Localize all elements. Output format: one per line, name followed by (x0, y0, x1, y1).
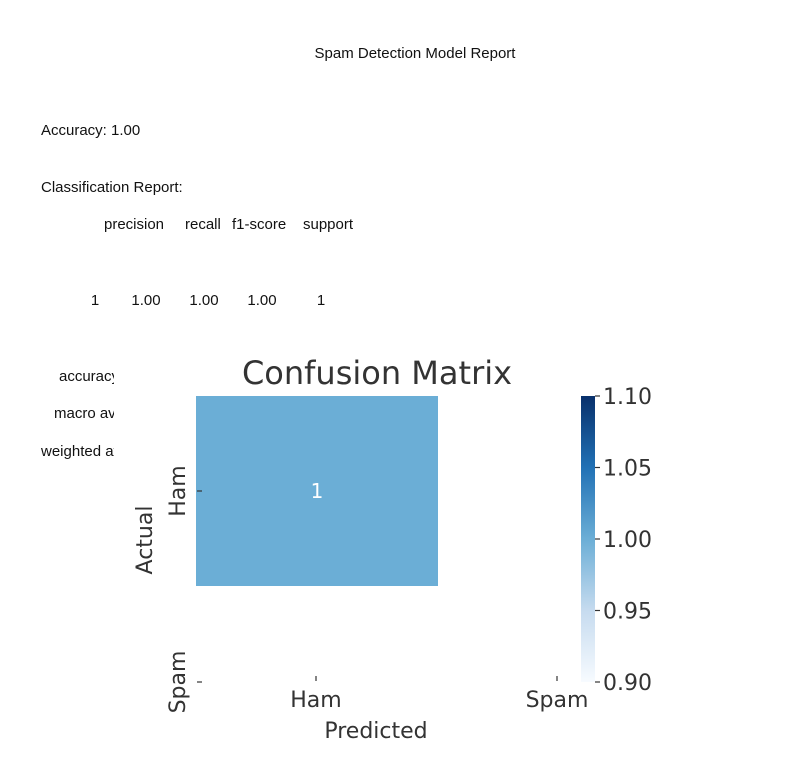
y-tick-label-1: Spam (166, 651, 191, 714)
header-precision: precision (104, 216, 165, 233)
classification-report-title: Classification Report: (41, 179, 183, 196)
colorbar-tick-label-2: 1.00 (603, 528, 652, 553)
colorbar-tick-label-3: 1.05 (603, 457, 652, 482)
header-f1-score: f1-score (232, 216, 287, 233)
summary-accuracy: accuracy (59, 368, 114, 385)
summary-macro-avg: macro avg (54, 405, 114, 422)
row-label: 1 (90, 292, 100, 309)
x-tick-label-1: Spam (526, 688, 589, 713)
heatmap-cells: 1 (196, 396, 438, 586)
row-support: 1 (316, 292, 326, 309)
chart-title: Confusion Matrix (242, 354, 512, 392)
y-axis-label: Actual (133, 506, 158, 575)
summary-weighted-avg: weighted avg (41, 443, 114, 460)
cell-annotation-0-0: 1 (311, 479, 324, 503)
row-recall: 1.00 (189, 292, 219, 309)
colorbar-ticks: 0.90 0.95 1.00 1.05 1.10 (595, 385, 652, 696)
colorbar-tick-label-1: 0.95 (603, 600, 652, 625)
row-f1-score: 1.00 (247, 292, 277, 309)
x-tick-label-0: Ham (290, 688, 341, 713)
y-axis-ticks: Ham Spam (166, 465, 202, 713)
header-recall: recall (185, 216, 221, 233)
colorbar-tick-label-0: 0.90 (603, 671, 652, 696)
heatmap-cell-0-0 (196, 396, 438, 586)
x-axis-ticks: Ham Spam (290, 676, 588, 713)
row-precision: 1.00 (131, 292, 161, 309)
accuracy-line: Accuracy: 1.00 (41, 122, 141, 139)
y-tick-label-0: Ham (166, 465, 191, 516)
report-title: Spam Detection Model Report (314, 45, 516, 62)
x-axis-label: Predicted (324, 719, 427, 744)
colorbar-tick-label-4: 1.10 (603, 385, 652, 410)
colorbar (581, 396, 595, 682)
header-support: support (303, 216, 354, 233)
